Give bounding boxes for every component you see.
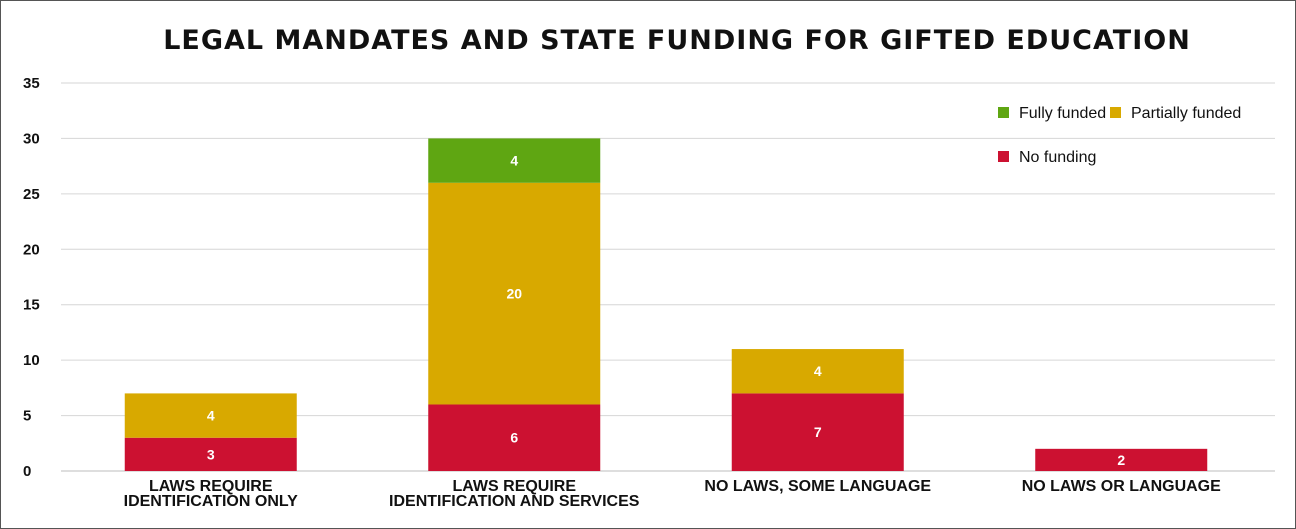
data-label: 20 — [506, 286, 522, 302]
data-label: 7 — [814, 424, 822, 440]
y-tick-label: 20 — [23, 241, 40, 258]
y-tick-label: 35 — [23, 75, 40, 92]
legend-label: No funding — [1019, 149, 1096, 166]
data-label: 4 — [814, 363, 822, 379]
y-tick-label: 5 — [23, 408, 31, 425]
data-label: 4 — [207, 408, 215, 424]
legend-label: Fully funded — [1019, 105, 1106, 122]
legend-label: Partially funded — [1131, 105, 1241, 122]
legend-swatch — [998, 107, 1009, 118]
legend-swatch — [1110, 107, 1121, 118]
x-tick-label: NO LAWS OR LANGUAGE — [1022, 478, 1221, 495]
x-tick-label: IDENTIFICATION ONLY — [124, 493, 299, 510]
y-tick-label: 25 — [23, 186, 40, 203]
y-tick-label: 0 — [23, 463, 31, 480]
data-label: 3 — [207, 446, 215, 462]
data-label: 6 — [510, 430, 518, 446]
legend-swatch — [998, 151, 1009, 162]
chart-title: LEGAL MANDATES AND STATE FUNDING FOR GIF… — [163, 25, 1191, 56]
data-label: 2 — [1117, 452, 1125, 468]
y-tick-label: 30 — [23, 130, 40, 147]
data-label: 4 — [510, 153, 518, 169]
legend: Fully funded Partially funded No funding — [998, 105, 1241, 166]
y-axis-ticks: 0 5 10 15 20 25 30 35 — [23, 75, 40, 480]
y-tick-label: 15 — [23, 297, 40, 314]
x-tick-label: NO LAWS, SOME LANGUAGE — [704, 478, 931, 495]
y-tick-label: 10 — [23, 352, 40, 369]
x-tick-label: IDENTIFICATION AND SERVICES — [389, 493, 640, 510]
